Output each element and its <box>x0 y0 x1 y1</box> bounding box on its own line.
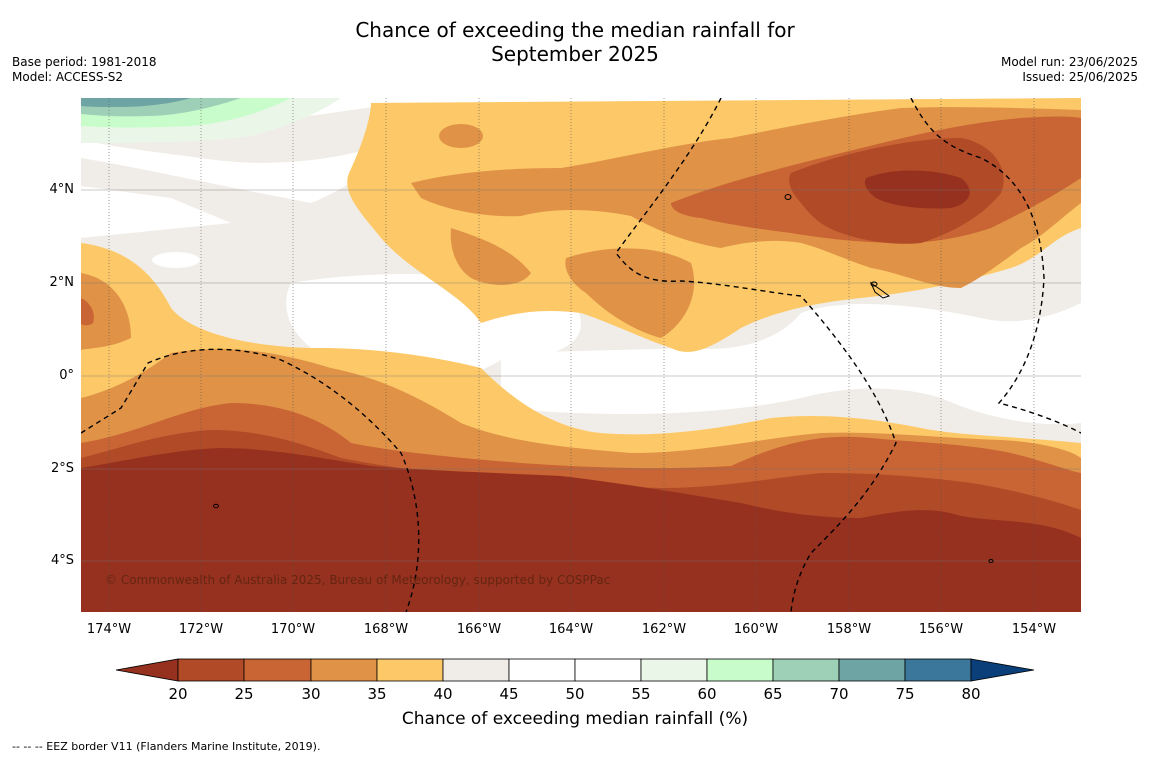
base-period-text: Base period: 1981-2018 <box>12 55 157 69</box>
meta-right: Model run: 23/06/2025 Issued: 25/06/2025 <box>1001 55 1138 85</box>
colorbar-title: Chance of exceeding median rainfall (%) <box>401 709 749 729</box>
colorbar-label-55: 55 <box>631 685 651 703</box>
band-35-west <box>81 273 131 350</box>
model-text: Model: ACCESS-S2 <box>12 70 124 84</box>
y-tick-2s: 2°S <box>50 461 74 476</box>
colorbar-over <box>970 658 1035 682</box>
model-run-text: Model run: 23/06/2025 <box>1000 55 1138 69</box>
colorbar-55-60 <box>640 658 708 682</box>
colorbar-40-45 <box>442 658 510 682</box>
x-tick-160w: 160°W <box>733 622 779 637</box>
y-tick-4n: 4°N <box>49 182 75 197</box>
colorbar-label-40: 40 <box>433 685 453 703</box>
x-tick-170w: 170°W <box>270 622 316 637</box>
rainfall-map <box>81 98 1081 612</box>
y-tick-2n: 2°N <box>49 275 75 290</box>
colorbar-50-55 <box>574 658 642 682</box>
issued-text: Issued: 25/06/2025 <box>1022 70 1138 84</box>
map-area <box>81 98 1081 612</box>
colorbar-60-65 <box>706 658 774 682</box>
colorbar-65-70 <box>772 658 840 682</box>
colorbar-label-50: 50 <box>565 685 585 703</box>
band-20-north <box>864 170 970 209</box>
colorbar-20-25 <box>177 658 245 682</box>
white-pocket-small <box>152 252 200 268</box>
copyright-credit: © Commonwealth of Australia 2025, Bureau… <box>105 573 611 587</box>
latitude-lines <box>81 189 1081 562</box>
x-tick-166w: 166°W <box>456 622 502 637</box>
colorbar-label-65: 65 <box>763 685 783 703</box>
white-pocket-west-2 <box>81 186 231 238</box>
x-tick-158w: 158°W <box>826 622 872 637</box>
meta-left: Base period: 1981-2018 Model: ACCESS-S2 <box>12 55 157 85</box>
white-pocket-west <box>81 138 401 203</box>
colorbar-label-25: 25 <box>234 685 254 703</box>
colorbar-label-35: 35 <box>367 685 387 703</box>
colorbar-label-45: 45 <box>499 685 519 703</box>
colorbar-label-80: 80 <box>961 685 981 703</box>
band-35-small <box>439 124 483 148</box>
x-tick-156w: 156°W <box>918 622 964 637</box>
colorbar-75-80 <box>904 658 972 682</box>
y-tick-4s: 4°S <box>50 553 74 568</box>
colorbar-45-50 <box>508 658 576 682</box>
x-tick-154w: 154°W <box>1011 622 1057 637</box>
y-tick-0: 0° <box>59 368 74 383</box>
colorbar-70-75 <box>838 658 906 682</box>
x-tick-174w: 174°W <box>86 622 132 637</box>
chart-title: Chance of exceeding the median rainfall … <box>0 18 1150 66</box>
x-tick-164w: 164°W <box>548 622 594 637</box>
colorbar-label-70: 70 <box>829 685 849 703</box>
band-30-west <box>81 298 94 326</box>
colorbar-35-40 <box>376 658 444 682</box>
band-35-patch-2 <box>565 248 695 338</box>
colorbar-label-20: 20 <box>168 685 188 703</box>
colorbar-30-35 <box>310 658 378 682</box>
title-line-2: September 2025 <box>491 42 659 66</box>
band-20-south <box>81 448 1081 612</box>
colorbar-label-75: 75 <box>895 685 915 703</box>
eez-footnote: -- -- -- EEZ border V11 (Flanders Marine… <box>12 740 321 753</box>
colorbar <box>115 658 1035 682</box>
colorbar-label-60: 60 <box>697 685 717 703</box>
islands <box>213 194 994 563</box>
eez-borders <box>81 98 1081 612</box>
x-tick-168w: 168°W <box>363 622 409 637</box>
title-line-1: Chance of exceeding the median rainfall … <box>355 18 795 42</box>
colorbar-25-30 <box>243 658 312 682</box>
white-pocket-equator <box>501 303 1081 425</box>
band-35-patch <box>450 228 531 285</box>
colorbar-under <box>115 658 179 682</box>
x-tick-162w: 162°W <box>641 622 687 637</box>
band-75 <box>81 98 191 107</box>
colorbar-label-30: 30 <box>301 685 321 703</box>
x-tick-172w: 172°W <box>178 622 224 637</box>
